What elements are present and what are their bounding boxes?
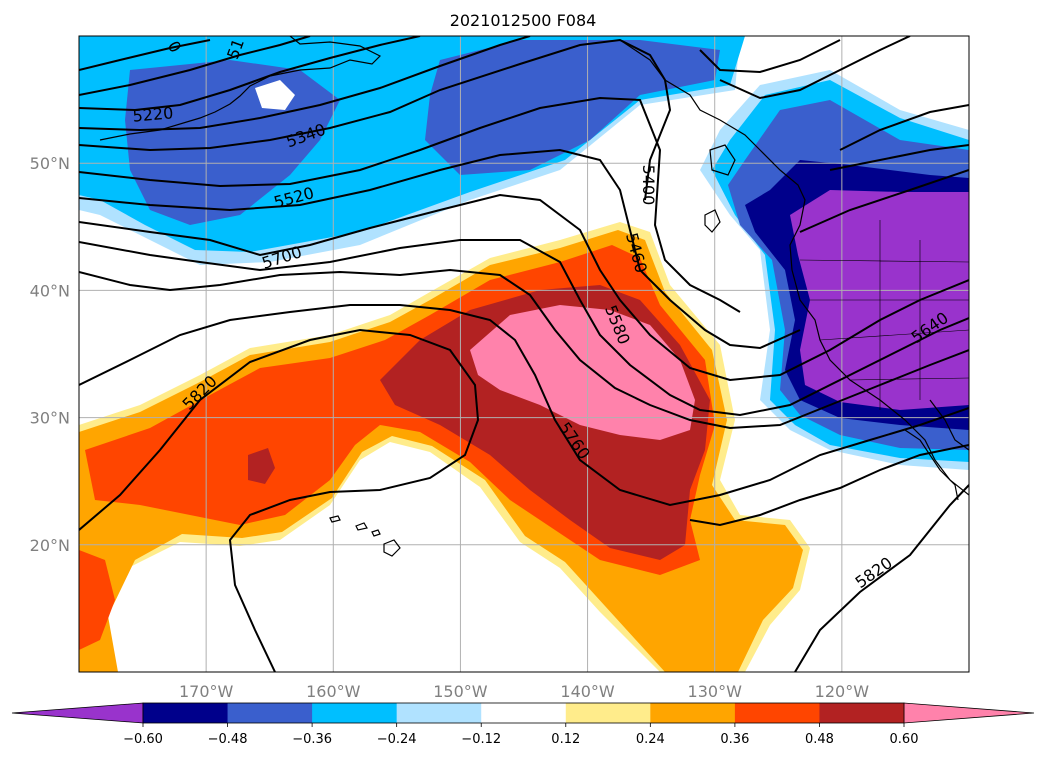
colorbar-tick-label: 0.12 [551,732,580,747]
coastline-mexico [929,399,969,451]
coastline-gulf-alaska [619,39,969,496]
contour-5820 [79,328,480,672]
colorbar-segment [396,703,482,723]
colorbar-segment [650,703,736,723]
colorbar-extend-low [11,702,144,724]
colorbar: −0.60 −0.48 −0.36 −0.24 −0.12 0.12 0.24 0.36 0.4… [11,702,1035,747]
colorbar-tick-label: −0.36 [292,732,332,747]
coastline-island [704,209,721,233]
colorbar-segment [819,703,905,723]
contour-5520 [79,96,741,313]
colorbar-segment [143,703,229,723]
lat-tick-label: 20°N [30,536,70,555]
colorbar-extend-high [903,702,1035,724]
contour-east-4 [719,36,911,100]
coastlines [99,36,969,557]
state-borders [799,220,969,410]
lon-tick-label: 130°W [688,682,743,701]
lon-tick-label: 140°W [560,682,615,701]
contour-a [79,36,421,112]
contour-5760 [79,304,969,507]
lat-tick-label: 50°N [30,154,70,173]
contour-east-5 [699,39,841,74]
contour-5700 [79,193,969,382]
contour-d [79,239,969,417]
colorbar-outline [142,702,905,724]
lat-tick-label: 30°N [30,409,70,428]
colorbar-tick-label: 0.24 [636,732,665,747]
coastline-bc-islands [709,144,736,176]
contour-c [79,148,801,350]
colorbar-segment [481,703,567,723]
anomaly-fill-darkred-small [248,448,275,484]
latitude-tick-labels: 20°N 30°N 40°N 50°N [30,154,70,555]
colorbar-segment [734,703,820,723]
contour-e [79,268,969,430]
contour-5220 [79,39,211,71]
contour-label: 5400 [639,165,658,206]
anomaly-fill-redorange-west [79,550,115,650]
contour-east-1 [839,104,969,151]
lon-tick-label: 170°W [179,682,234,701]
coastline-alaska [99,36,382,141]
lon-tick-label: 120°W [815,682,870,701]
colorbar-segment [565,703,651,723]
anomaly-fill-pink [470,305,695,440]
contour-east-2 [829,144,969,171]
height-contours [79,36,969,672]
hawaii-islands [329,515,401,557]
contour-label: 5220 [132,103,174,125]
map-title: 2021012500 F084 [450,11,597,30]
lat-tick-label: 40°N [30,281,70,300]
gridlines [79,36,969,672]
anomaly-fill-blue-2 [425,40,720,175]
colorbar-segment [227,703,313,723]
lon-tick-label: 160°W [306,682,361,701]
colorbar-tick-label: 0.60 [890,732,919,747]
contour-inner-east [689,444,969,527]
colorbar-tick-label: 0.36 [720,732,749,747]
longitude-tick-labels: 170°W 160°W 150°W 140°W 130°W 120°W [179,682,869,701]
filled-anomaly-layer [79,36,969,672]
anomaly-fill-white-hole [255,80,295,110]
contour-east-3 [799,169,969,233]
colorbar-segment [312,703,398,723]
colorbar-tick-label: −0.48 [208,732,248,747]
colorbar-tick-label: −0.60 [123,732,163,747]
contour-5220b [79,36,311,96]
colorbar-tick-label: 0.48 [805,732,834,747]
colorbar-tick-label: −0.12 [461,732,501,747]
colorbar-tick-label: −0.24 [377,732,417,747]
lon-tick-label: 150°W [433,682,488,701]
map-panel: 5220 5340 5520 5700 5820 5400 5460 5580 … [78,35,970,673]
contour-b [79,38,672,201]
map-frame [78,35,970,673]
contour-5340 [79,36,531,132]
coastline-baja [904,429,959,501]
contour-5820-east [794,484,969,672]
